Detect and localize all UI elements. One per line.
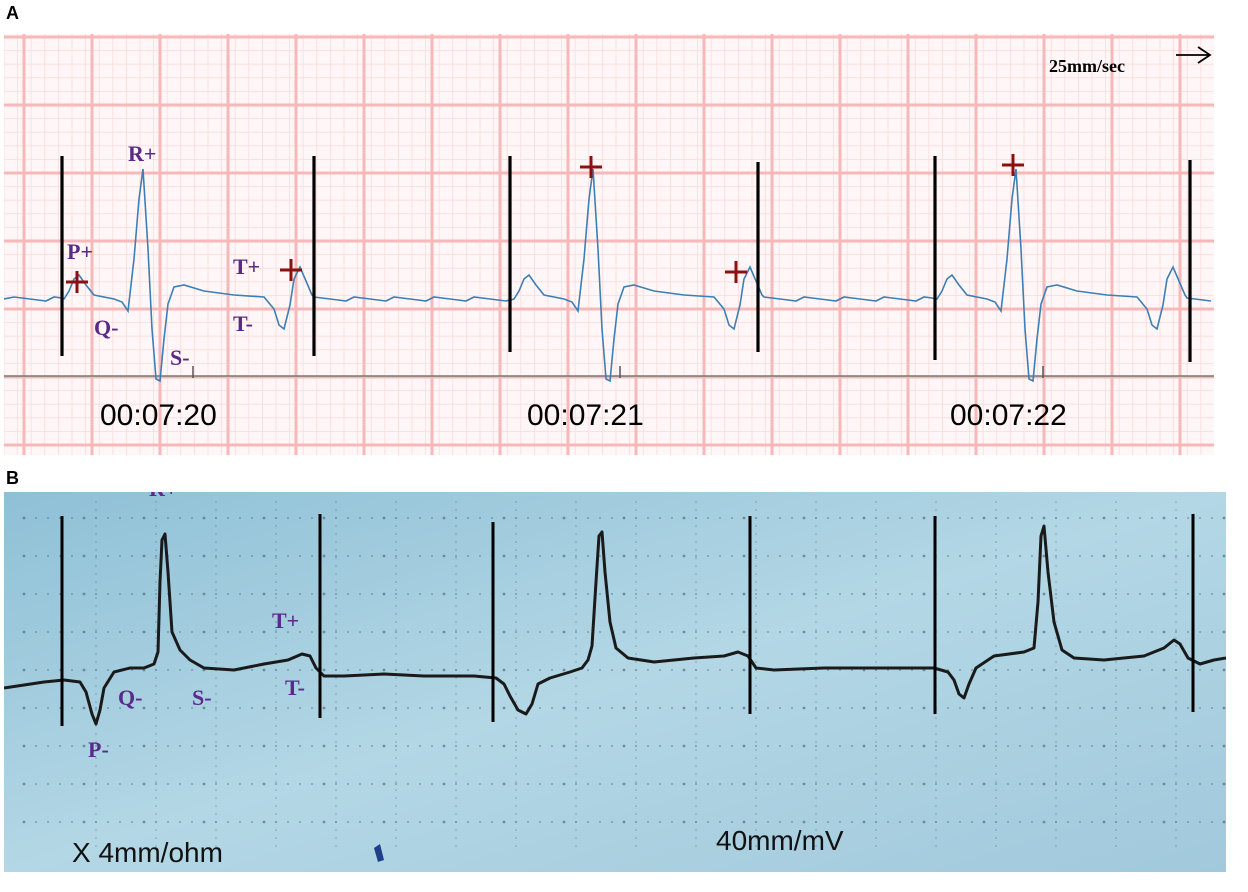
panel-a-segment-bars [60, 156, 1192, 362]
panel-b-ecg-photo: R+ T+ T- Q- S- P- X 4mm/ohm 40mm/mV [4, 492, 1226, 872]
timestamp-3: 00:07:22 [950, 399, 1067, 432]
panel-a-ecg-strip: 25mm/sec R+ P+ Q- S- T+ T- 00:07:20 00:0… [4, 34, 1214, 455]
panel-b-dotted-grid [22, 501, 1226, 847]
a-label-p-plus: P+ [67, 239, 93, 264]
timestamp-2: 00:07:21 [527, 399, 644, 432]
b-label-q-minus: Q- [118, 685, 142, 710]
panel-a-ecg-trace [4, 168, 1212, 383]
a-label-t-minus: T- [233, 311, 253, 336]
right-caption: 40mm/mV [716, 825, 844, 856]
peak-marker-1 [66, 271, 88, 293]
panel-a-major-grid [4, 34, 1214, 455]
left-caption: X 4mm/ohm [72, 837, 223, 868]
panel-b-segment-bars [60, 514, 1195, 726]
panel-b-letter: B [6, 468, 19, 488]
speed-arrow-icon [1176, 46, 1212, 64]
pen-mark-icon [374, 844, 384, 862]
panel-a-letter: A [6, 3, 19, 23]
peak-marker-3 [580, 156, 602, 178]
panel-b-ecg-trace [4, 524, 1226, 726]
panel-a-peak-markers [66, 154, 1024, 293]
peak-marker-4 [725, 261, 747, 283]
a-label-s-minus: S- [170, 345, 190, 370]
a-label-r-plus: R+ [128, 141, 156, 166]
b-label-t-minus: T- [285, 675, 305, 700]
timestamp-1: 00:07:20 [100, 399, 217, 432]
speed-label: 25mm/sec [1049, 56, 1125, 76]
panel-a-second-ticks [192, 366, 1044, 378]
b-label-s-minus: S- [192, 685, 212, 710]
a-label-t-plus: T+ [233, 254, 260, 279]
b-label-t-plus: T+ [272, 608, 299, 633]
peak-marker-5 [1002, 154, 1024, 176]
b-label-p-minus: P- [88, 737, 109, 762]
a-label-q-minus: Q- [94, 315, 118, 340]
b-label-r-plus: R+ [149, 492, 177, 501]
peak-marker-2 [280, 259, 302, 281]
